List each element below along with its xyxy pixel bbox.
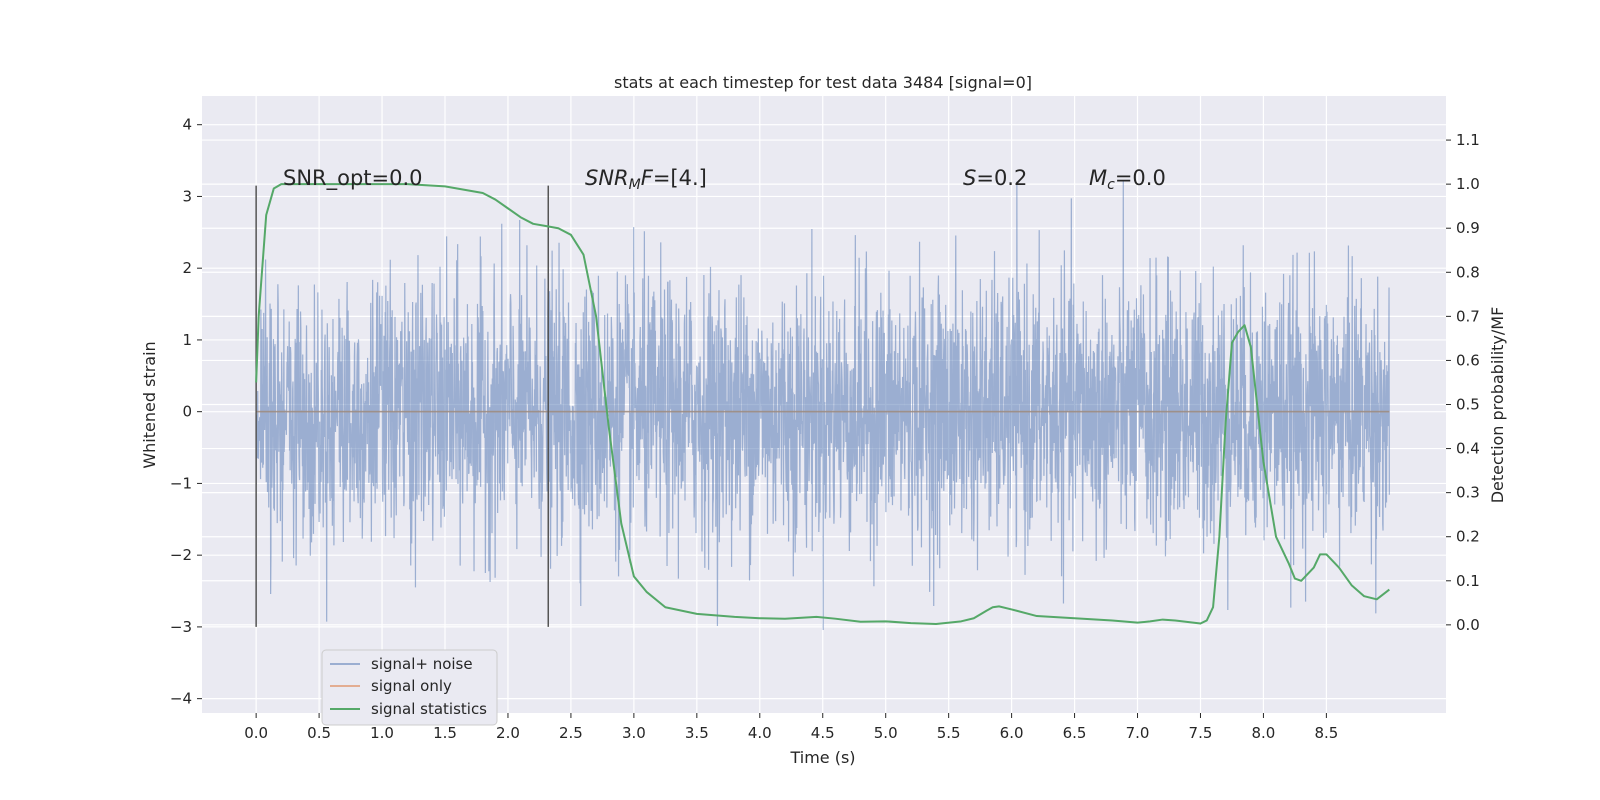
signal-statistics-series (255, 183, 1390, 625)
y-right-tick-label-6: 0.5 (1456, 396, 1480, 414)
y-left-tick-label-6: −2 (170, 546, 192, 564)
x-tick-label-1: 0.5 (307, 724, 331, 742)
legend-box (321, 649, 498, 726)
x-tick-label-10: 5.0 (874, 724, 898, 742)
x-tick-label-0: 0.0 (244, 724, 268, 742)
y-left-tick-label-3: 1 (182, 331, 192, 349)
vertical-markers (255, 185, 550, 627)
y-left-tick-label-0: 4 (182, 116, 192, 134)
x-tick-label-16: 8.0 (1251, 724, 1275, 742)
x-tick-label-6: 3.0 (622, 724, 646, 742)
x-tick-label-13: 6.5 (1063, 724, 1087, 742)
annotation-s-value: S=0.2 (963, 166, 1027, 190)
chart-title: stats at each timestep for test data 348… (614, 73, 1032, 92)
x-tick-label-4: 2.0 (496, 724, 520, 742)
y-right-tick-label-1: 1.0 (1456, 175, 1480, 193)
signal-noise-series (255, 180, 1390, 631)
signal-noise-line (255, 180, 1390, 631)
legend: signal+ noise signal only signal statist… (321, 649, 498, 726)
y-right-tick-label-8: 0.3 (1456, 484, 1480, 502)
y-left-tick-label-2: 2 (182, 259, 192, 277)
x-tick-label-17: 8.5 (1314, 724, 1338, 742)
x-tick-label-12: 6.0 (1000, 724, 1024, 742)
signal-statistics-line (255, 183, 1390, 625)
x-axis-ticks: 0.0 0.5 1.0 1.5 2.0 2.5 3.0 3.5 4.0 4.5 5.0 5.5 6.0 6… (244, 713, 1338, 742)
y-axis-left-ticks: 4 3 2 1 0 −1 −2 −3 −4 (170, 116, 202, 708)
x-tick-label-11: 5.5 (937, 724, 961, 742)
y-axis-right-label: Detection probability/MF (1488, 307, 1507, 504)
y-right-tick-label-2: 0.9 (1456, 219, 1480, 237)
legend-label-signal-statistics: signal statistics (371, 700, 487, 718)
y-right-tick-label-0: 1.1 (1456, 131, 1480, 149)
y-right-tick-label-7: 0.4 (1456, 440, 1480, 458)
annotation-snr-opt: SNR_opt=0.0 (283, 166, 423, 191)
legend-label-signal-noise: signal+ noise (371, 655, 473, 673)
y-left-tick-label-5: −1 (170, 474, 192, 492)
y-left-tick-label-4: 0 (182, 403, 192, 421)
y-left-tick-label-8: −4 (170, 690, 192, 708)
y-left-tick-label-1: 3 (182, 187, 192, 205)
x-tick-label-9: 4.5 (811, 724, 835, 742)
annotation-mc-value: Mc=0.0 (1089, 166, 1166, 193)
x-tick-label-14: 7.0 (1126, 724, 1150, 742)
y-axis-left-label: Whitened strain (140, 341, 159, 468)
y-right-tick-label-9: 0.2 (1456, 528, 1480, 546)
x-tick-label-5: 2.5 (559, 724, 583, 742)
y-left-tick-label-7: −3 (170, 618, 192, 636)
y-right-tick-label-4: 0.7 (1456, 307, 1480, 325)
x-tick-label-7: 3.5 (685, 724, 709, 742)
x-tick-label-15: 7.5 (1189, 724, 1213, 742)
legend-label-signal-only: signal only (371, 677, 452, 695)
x-tick-label-3: 1.5 (433, 724, 457, 742)
y-right-tick-label-11: 0.0 (1456, 616, 1480, 634)
annotation-snr-mf: SNRMF=[4.] (585, 166, 707, 193)
y-right-tick-label-5: 0.6 (1456, 351, 1480, 369)
y-axis-right-ticks: 1.1 1.0 0.9 0.8 0.7 0.6 0.5 0.4 0.3 0.2 0.1 0.0 (1446, 131, 1480, 634)
x-axis-label: Time (s) (789, 748, 855, 767)
y-right-tick-label-3: 0.8 (1456, 263, 1480, 281)
y-right-tick-label-10: 0.1 (1456, 572, 1480, 590)
x-tick-label-8: 4.0 (748, 724, 772, 742)
x-tick-label-2: 1.0 (370, 724, 394, 742)
